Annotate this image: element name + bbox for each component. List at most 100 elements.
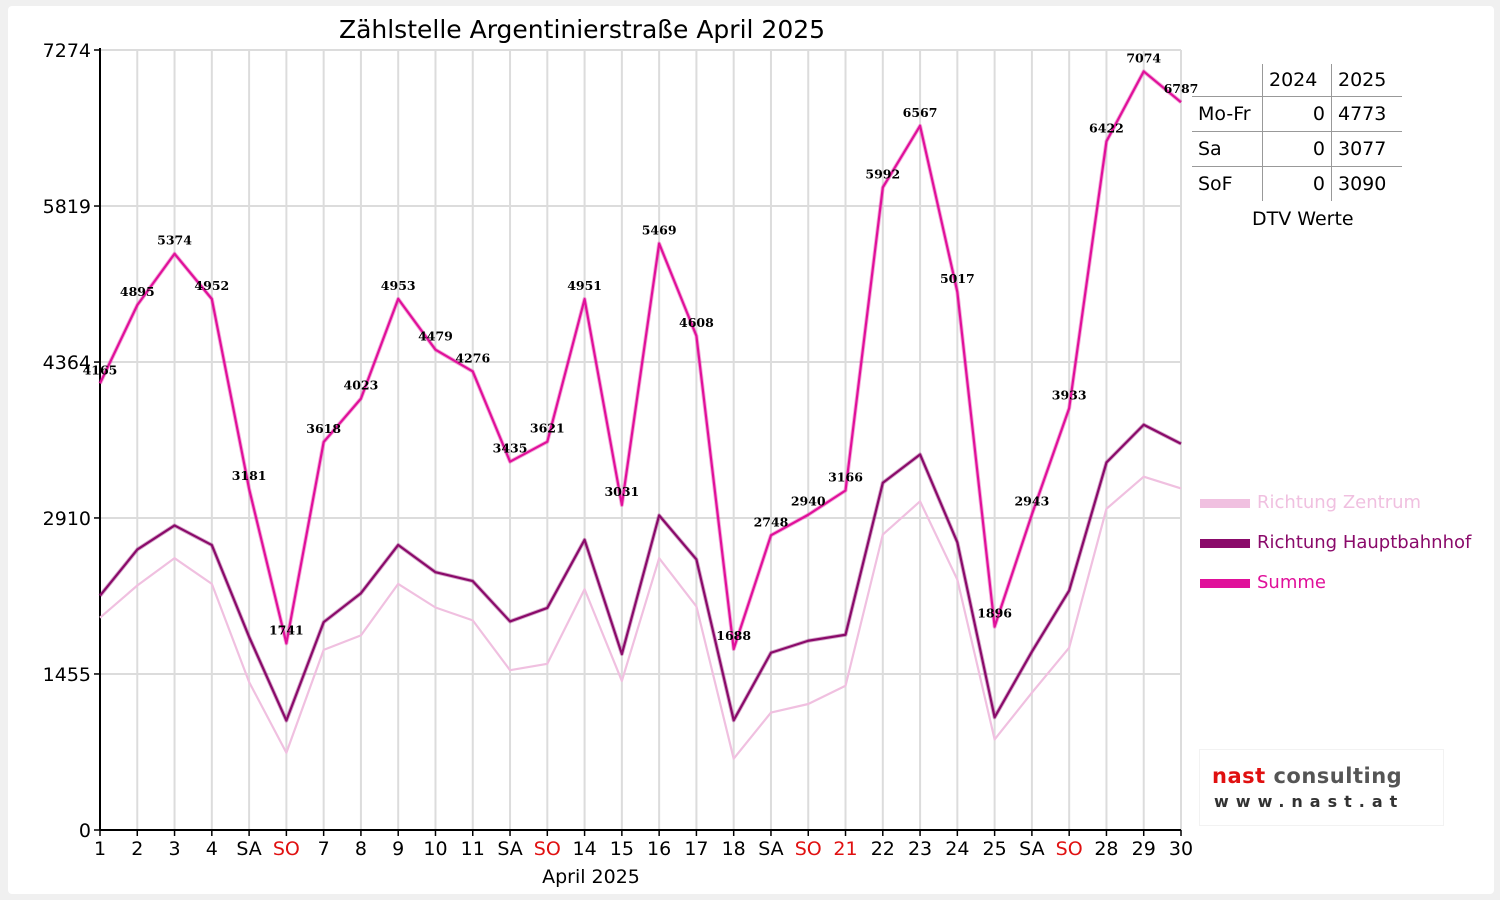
series-lines (98, 69, 1183, 760)
chart-title: Zählstelle Argentinierstraße April 2025 (339, 15, 825, 44)
series-line (99, 423, 1182, 722)
data-label: 6567 (903, 105, 938, 120)
series-line (99, 70, 1182, 651)
data-label: 4952 (194, 278, 229, 293)
legend-label: Richtung Hauptbahnhof (1257, 532, 1472, 553)
data-label: 1688 (716, 628, 751, 643)
x-tick-label: 1 (94, 838, 106, 860)
x-tick-label: 18 (722, 838, 746, 860)
dtv-cell: 3077 (1331, 131, 1402, 167)
x-tick-label: SO (795, 838, 822, 860)
x-tick-label: 14 (572, 838, 596, 860)
data-label: 3618 (306, 421, 341, 436)
x-tick-label: 8 (355, 838, 367, 860)
y-tick-label: 1455 (43, 664, 91, 686)
dtv-header-cell (1192, 64, 1263, 97)
x-tick-label: 3 (169, 838, 181, 860)
data-label: 7074 (1126, 50, 1161, 65)
x-tick-label: 28 (1094, 838, 1118, 860)
x-axis-label: April 2025 (542, 866, 640, 888)
x-tick-label: 24 (945, 838, 969, 860)
x-tick-label: SO (534, 838, 561, 860)
series-line (99, 475, 1182, 760)
x-tick-label: 30 (1169, 838, 1193, 860)
logo-word-consulting: consulting (1273, 764, 1403, 788)
dtv-header-cell: 2025 (1331, 64, 1402, 97)
data-label: 3031 (604, 484, 639, 499)
legend-swatch (1200, 499, 1250, 508)
data-label: 1896 (977, 606, 1012, 621)
dtv-row: Mo-Fr 0 4773 (1192, 96, 1402, 132)
x-tick-label: 21 (833, 838, 857, 860)
x-tick-label: 23 (908, 838, 932, 860)
data-label: 6422 (1089, 120, 1124, 135)
x-tick-label: 7 (318, 838, 330, 860)
dtv-cell: SoF (1192, 166, 1263, 201)
x-tick-label: 22 (871, 838, 895, 860)
data-label: 4276 (455, 350, 490, 365)
data-label: 3933 (1052, 387, 1087, 402)
legend-swatch (1200, 539, 1250, 548)
x-tick-label: 2 (131, 838, 143, 860)
data-label: 3166 (828, 470, 863, 485)
x-tick-label: SA (236, 838, 261, 860)
dtv-caption: DTV Werte (1252, 208, 1354, 230)
dtv-row: SoF 0 3090 (1192, 166, 1402, 201)
data-label: 2748 (754, 514, 789, 529)
data-label: 5992 (865, 166, 900, 181)
dtv-cell: 3090 (1338, 173, 1387, 195)
data-label: 5469 (642, 223, 677, 238)
data-label: 1741 (269, 622, 304, 637)
data-label: 4165 (83, 362, 118, 377)
logo-word-nast: nast (1212, 764, 1274, 788)
data-label: 3181 (232, 468, 267, 483)
y-tick-label: 4364 (43, 352, 91, 374)
data-labels: 4165 4895 5374 4952 3181 1741 3618 4023 4953 4479… (83, 50, 1199, 643)
x-tick-label: 11 (461, 838, 485, 860)
x-tick-label: 25 (983, 838, 1007, 860)
company-logo: nast consulting www.nast.at (1200, 750, 1443, 825)
data-label: 3435 (493, 441, 528, 456)
x-tick-label: SA (497, 838, 522, 860)
dtv-cell: 4773 (1331, 96, 1402, 132)
y-tick-label: 0 (79, 820, 91, 842)
legend-swatch (1200, 579, 1250, 588)
y-tick-label: 2910 (43, 508, 91, 530)
dtv-table: 2024 2025 Mo-Fr 0 4773 Sa 0 3077 SoF 0 3… (1192, 64, 1402, 201)
data-label: 4608 (679, 315, 714, 330)
series-line-shadow (98, 69, 1183, 651)
logo-url: www.nast.at (1214, 792, 1405, 811)
data-label: 2940 (791, 494, 826, 509)
grid (100, 49, 1182, 830)
logo-wordmark: nast consulting (1212, 764, 1402, 788)
x-tick-label: 29 (1132, 838, 1156, 860)
x-tick-label: 4 (206, 838, 218, 860)
x-tick-label: 15 (610, 838, 634, 860)
data-label: 3621 (530, 421, 565, 436)
data-label: 4951 (567, 278, 602, 293)
y-tick-label: 7274 (43, 40, 91, 62)
data-label: 4953 (381, 278, 416, 293)
data-label: 6787 (1164, 81, 1199, 96)
legend-label: Summe (1257, 572, 1326, 593)
x-tick-label: 17 (684, 838, 708, 860)
dtv-cell: Sa (1192, 131, 1263, 167)
x-tick-label: SA (1019, 838, 1044, 860)
y-tick-label: 5819 (43, 196, 91, 218)
dtv-cell: Mo-Fr (1192, 96, 1263, 132)
dtv-cell: 0 (1262, 166, 1332, 201)
x-tick-label: SA (758, 838, 783, 860)
data-label: 2943 (1014, 493, 1049, 508)
data-label: 4895 (120, 284, 155, 299)
data-label: 5374 (157, 233, 192, 248)
dtv-cell: 0 (1262, 96, 1332, 132)
x-tick-label: 9 (392, 838, 404, 860)
x-tick-label: SO (273, 838, 300, 860)
data-label: 4479 (418, 329, 453, 344)
legend-label: Richtung Zentrum (1257, 492, 1422, 513)
dtv-row: Sa 0 3077 (1192, 131, 1402, 167)
x-tick-label: 16 (647, 838, 671, 860)
dtv-header-cell: 2024 (1262, 64, 1332, 97)
